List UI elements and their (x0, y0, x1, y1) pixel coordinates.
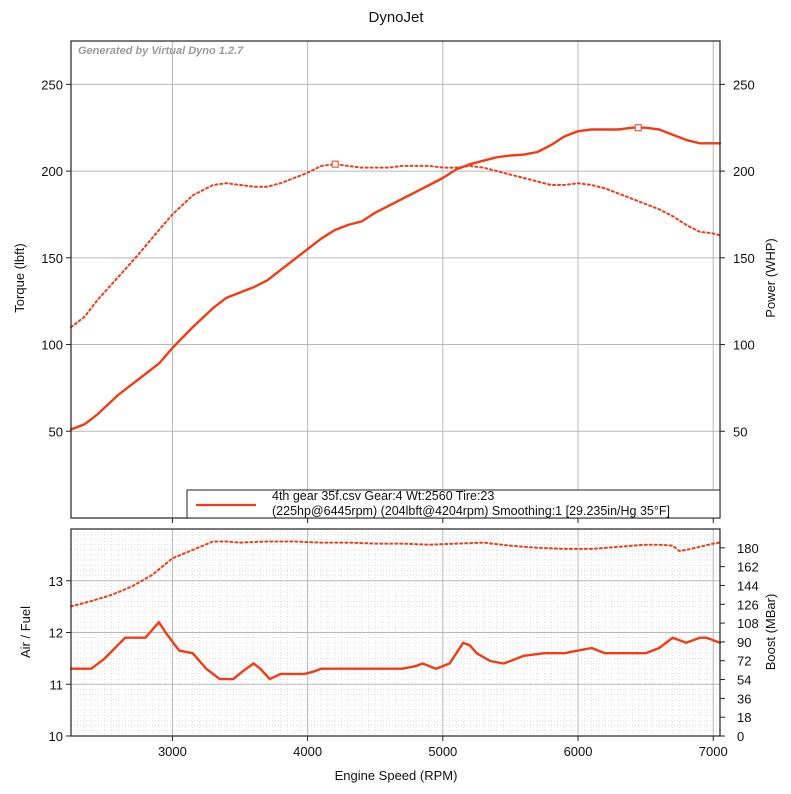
y2-tick-label: 0 (737, 729, 744, 744)
x-tick-label: 6000 (564, 744, 593, 759)
y-tick-label: 13 (49, 574, 63, 589)
y-tick-label: 100 (41, 338, 63, 353)
tick-labels: 50 100 150 200 250 50 100 150 200 250 10 11 12 13 0 18 3… (41, 77, 758, 759)
y2-tick-label: 100 (733, 338, 755, 353)
y2-tick-label: 90 (737, 635, 751, 650)
torque-line (70, 163, 721, 329)
y-tick-label: 50 (49, 424, 63, 439)
legend-line-1: 4th gear 35f.csv Gear:4 Wt:2560 Tire:23 (272, 489, 494, 503)
chart-title: DynoJet (368, 9, 424, 26)
y2-tick-label: 144 (737, 578, 759, 593)
x-axis-title: Engine Speed (RPM) (335, 768, 458, 783)
y2-tick-label: 200 (733, 164, 755, 179)
y2-tick-label: 54 (737, 673, 751, 688)
x-tick-label: 7000 (699, 744, 728, 759)
y2-tick-label: 250 (733, 77, 755, 92)
y2-tick-label: 108 (737, 616, 759, 631)
bottom-panel-frame (70, 528, 721, 737)
boost-line (70, 540, 721, 608)
y2-tick-label: 36 (737, 691, 751, 706)
grid (71, 41, 720, 737)
legend-box (186, 489, 721, 519)
series-layer (69, 124, 722, 681)
legend-line-2: (225hp@6445rpm) (204lbft@4204rpm) Smooth… (272, 504, 670, 518)
y-tick-label: 150 (41, 251, 63, 266)
y2-tick-label: 18 (737, 710, 751, 725)
y2-axis-title-boost: Boost (MBar) (763, 594, 778, 671)
y2-tick-label: 150 (733, 251, 755, 266)
y-tick-label: 10 (49, 729, 63, 744)
power-line (69, 126, 722, 431)
y2-tick-label: 126 (737, 597, 759, 612)
y-tick-label: 250 (41, 77, 63, 92)
y2-tick-label: 162 (737, 560, 759, 575)
legend: 4th gear 35f.csv Gear:4 Wt:2560 Tire:23 … (186, 489, 721, 519)
y2-tick-label: 180 (737, 541, 759, 556)
peak-marker (331, 160, 339, 168)
y-tick-label: 200 (41, 164, 63, 179)
x-tick-label: 3000 (158, 744, 187, 759)
y-axis-title-airfuel: Air / Fuel (18, 606, 33, 658)
x-tick-label: 4000 (293, 744, 322, 759)
x-tick-label: 5000 (428, 744, 457, 759)
y2-tick-label: 72 (737, 654, 751, 669)
top-panel-frame (70, 40, 721, 519)
air-fuel-line (69, 621, 722, 681)
watermark: Generated by Virtual Dyno 1.2.7 (78, 45, 244, 57)
y2-tick-label: 50 (733, 424, 747, 439)
y-axis-title-torque: Torque (lbft) (12, 243, 27, 312)
y-tick-label: 12 (49, 626, 63, 641)
y2-axis-title-power: Power (WHP) (763, 238, 778, 317)
y-tick-label: 11 (50, 677, 64, 692)
peak-marker (634, 124, 642, 132)
